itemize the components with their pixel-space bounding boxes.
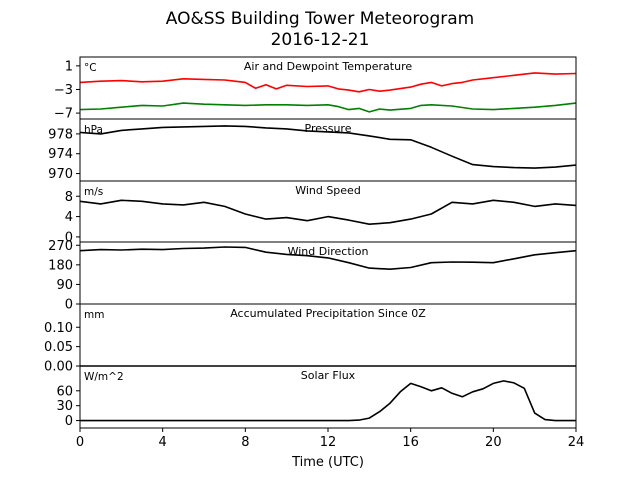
pressure-title: Pressure bbox=[305, 122, 352, 135]
wind_speed-ytick-label-2: 0 bbox=[65, 230, 73, 245]
wind_direction-ytick-label-2: 90 bbox=[56, 278, 73, 293]
solar_flux-unit-label: W/m^2 bbox=[84, 371, 124, 383]
precipitation-title: Accumulated Precipitation Since 0Z bbox=[230, 307, 426, 320]
panel-pressure: 978 974 970 hPa Pressure bbox=[48, 118, 577, 182]
panel-temperature: 1 −3 −7 °C Air and Dewpoint Temperature bbox=[54, 56, 577, 122]
wind_direction-series-0 bbox=[79, 246, 577, 271]
temperature-ytick-label-0: 1 bbox=[65, 59, 73, 74]
wind_speed-ytick-label-0: 8 bbox=[65, 190, 73, 205]
wind_direction-ytick-label-1: 180 bbox=[48, 258, 73, 273]
xtick-label-1: 4 bbox=[159, 435, 167, 450]
temperature-ytick-label-2: −7 bbox=[54, 107, 73, 122]
xtick-label-3: 12 bbox=[320, 435, 337, 450]
temperature-ytick-label-1: −3 bbox=[54, 83, 73, 98]
temperature-title: Air and Dewpoint Temperature bbox=[244, 60, 412, 73]
pressure-ytick-label-1: 974 bbox=[48, 147, 73, 162]
solar_flux-ytick-label-2: 0 bbox=[65, 414, 73, 429]
wind_speed-title: Wind Speed bbox=[295, 184, 361, 197]
wind_speed-unit-label: m/s bbox=[84, 186, 103, 198]
wind_direction-ytick-label-3: 0 bbox=[65, 298, 73, 313]
xtick-label-5: 20 bbox=[485, 435, 502, 450]
wind_speed-ytick-label-1: 4 bbox=[65, 210, 73, 225]
pressure-unit-label: hPa bbox=[84, 124, 103, 136]
xtick-label-6: 24 bbox=[568, 435, 585, 450]
wind_direction-title: Wind Direction bbox=[288, 245, 369, 258]
panel-wind_speed: 8 4 0 m/s Wind Speed bbox=[65, 180, 577, 245]
precipitation-ytick-label-0: 0.10 bbox=[44, 321, 73, 336]
temperature-series-0 bbox=[79, 72, 577, 93]
xtick-label-0: 0 bbox=[76, 435, 84, 450]
temperature-unit-label: °C bbox=[84, 62, 97, 74]
chart-panels: 1−3−7°C Air and Dewpoint Temperature97897… bbox=[44, 56, 577, 429]
figure-title-line2: 2016-12-21 bbox=[271, 30, 370, 50]
precipitation-ytick-label-1: 0.05 bbox=[44, 340, 73, 355]
x-axis: 0 4 8 12 16 20 24 bbox=[76, 428, 584, 450]
precipitation-ytick-label-2: 0.00 bbox=[44, 360, 73, 375]
wind_direction-ytick-label-0: 270 bbox=[48, 239, 73, 254]
figure-title-line1: AO&SS Building Tower Meteorogram bbox=[166, 9, 474, 29]
precipitation-unit-label: mm bbox=[84, 309, 104, 321]
pressure-ytick-label-2: 970 bbox=[48, 167, 73, 182]
wind_speed-series-0 bbox=[79, 199, 577, 225]
panel-precipitation: 0.10 0.05 0.00 mm Accumulated Precipitation … bbox=[44, 303, 577, 375]
temperature-series-1 bbox=[79, 102, 577, 113]
solar_flux-ytick-label-0: 60 bbox=[56, 384, 73, 399]
xtick-label-2: 8 bbox=[241, 435, 249, 450]
x-axis-label: Time (UTC) bbox=[291, 455, 364, 470]
pressure-ytick-label-0: 978 bbox=[48, 127, 73, 142]
solar_flux-ytick-label-1: 30 bbox=[56, 399, 73, 414]
panel-wind_direction: 270 180 90 0 Wind Direction bbox=[48, 239, 577, 313]
xtick-label-4: 16 bbox=[402, 435, 419, 450]
solar_flux-title: Solar Flux bbox=[301, 369, 356, 382]
pressure-series-0 bbox=[79, 125, 577, 169]
solar_flux-series-0 bbox=[80, 380, 576, 422]
